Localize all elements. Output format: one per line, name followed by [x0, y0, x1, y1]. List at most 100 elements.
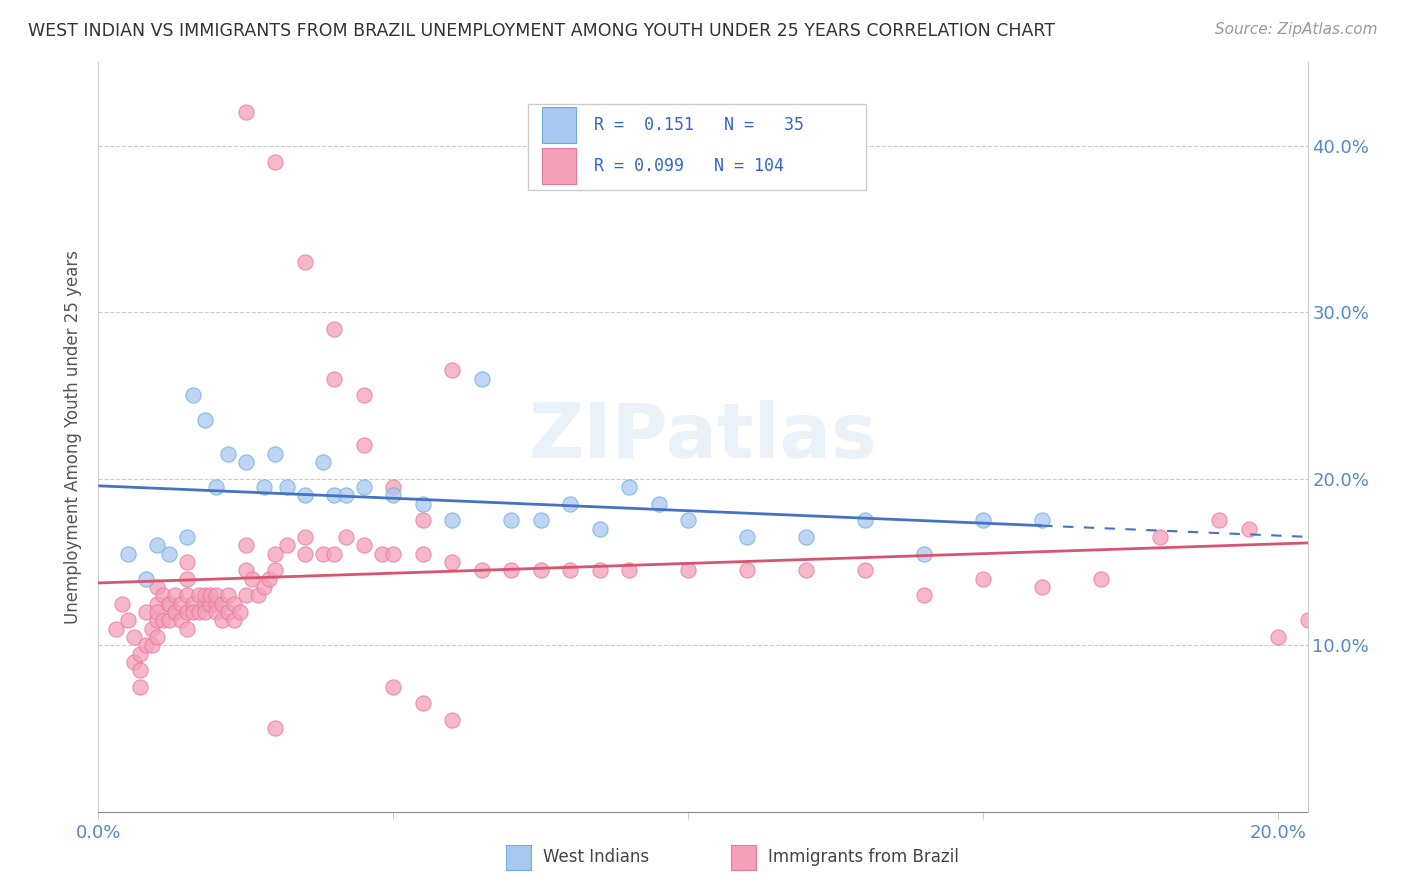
Point	[382, 488, 405, 502]
Point	[276, 538, 298, 552]
Point	[141, 622, 163, 636]
Point	[648, 497, 671, 511]
Point	[146, 613, 169, 627]
Point	[264, 722, 287, 736]
Point	[157, 613, 180, 627]
Point	[264, 155, 287, 169]
Text: West Indians: West Indians	[543, 848, 648, 866]
Point	[335, 530, 357, 544]
Point	[222, 613, 245, 627]
Point	[176, 622, 198, 636]
Point	[211, 597, 233, 611]
Point	[441, 713, 464, 727]
Bar	[543, 148, 576, 184]
Point	[259, 572, 281, 586]
Point	[912, 588, 935, 602]
Point	[972, 572, 994, 586]
Point	[187, 588, 209, 602]
Point	[735, 530, 758, 544]
Point	[176, 555, 198, 569]
Point	[619, 563, 641, 577]
Text: R =  0.151   N =   35: R = 0.151 N = 35	[595, 116, 804, 134]
Point	[264, 447, 287, 461]
Point	[323, 488, 346, 502]
Point	[205, 605, 228, 619]
Point	[323, 547, 346, 561]
Point	[294, 255, 316, 269]
FancyBboxPatch shape	[527, 103, 866, 190]
Point	[311, 455, 333, 469]
Point	[252, 480, 274, 494]
Point	[157, 547, 180, 561]
Point	[165, 605, 187, 619]
Point	[276, 480, 298, 494]
Point	[176, 572, 198, 586]
Point	[678, 563, 700, 577]
Point	[165, 605, 187, 619]
Point	[135, 605, 157, 619]
Point	[1149, 530, 1171, 544]
Point	[501, 563, 523, 577]
Point	[1208, 513, 1230, 527]
Point	[170, 613, 193, 627]
Point	[264, 563, 287, 577]
Point	[1237, 522, 1260, 536]
Text: WEST INDIAN VS IMMIGRANTS FROM BRAZIL UNEMPLOYMENT AMONG YOUTH UNDER 25 YEARS CO: WEST INDIAN VS IMMIGRANTS FROM BRAZIL UN…	[28, 22, 1054, 40]
Point	[181, 605, 204, 619]
Point	[135, 572, 157, 586]
Point	[382, 680, 405, 694]
Point	[240, 572, 263, 586]
Point	[157, 597, 180, 611]
Point	[146, 630, 169, 644]
Point	[200, 597, 222, 611]
Point	[560, 497, 582, 511]
Point	[294, 530, 316, 544]
Point	[794, 563, 817, 577]
Point	[205, 597, 228, 611]
Point	[152, 613, 174, 627]
Text: ZIPatlas: ZIPatlas	[529, 401, 877, 474]
Point	[222, 597, 245, 611]
Point	[530, 563, 553, 577]
Point	[117, 547, 139, 561]
Point	[194, 597, 217, 611]
Point	[181, 597, 204, 611]
Point	[146, 597, 169, 611]
Point	[589, 522, 612, 536]
Point	[176, 530, 198, 544]
Point	[117, 613, 139, 627]
Bar	[543, 107, 576, 143]
Point	[382, 480, 405, 494]
Point	[1267, 630, 1289, 644]
Point	[235, 563, 257, 577]
Point	[235, 105, 257, 120]
Point	[246, 588, 269, 602]
Point	[353, 388, 375, 402]
Point	[972, 513, 994, 527]
Point	[146, 605, 169, 619]
Point	[128, 663, 150, 677]
Point	[165, 588, 187, 602]
Point	[176, 588, 198, 602]
Point	[264, 547, 287, 561]
Point	[1031, 513, 1053, 527]
Point	[217, 588, 239, 602]
Point	[619, 480, 641, 494]
Point	[1296, 613, 1319, 627]
Point	[412, 497, 434, 511]
Point	[152, 588, 174, 602]
Point	[235, 455, 257, 469]
Point	[235, 538, 257, 552]
Point	[501, 513, 523, 527]
Point	[678, 513, 700, 527]
Point	[146, 580, 169, 594]
Point	[128, 647, 150, 661]
Point	[122, 630, 145, 644]
Point	[122, 655, 145, 669]
Point	[105, 622, 128, 636]
Point	[589, 563, 612, 577]
Point	[912, 547, 935, 561]
Text: Immigrants from Brazil: Immigrants from Brazil	[768, 848, 959, 866]
Point	[205, 588, 228, 602]
Point	[194, 605, 217, 619]
